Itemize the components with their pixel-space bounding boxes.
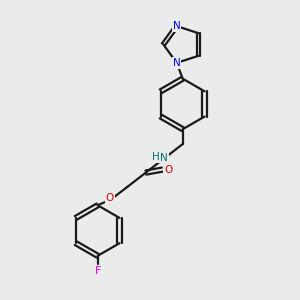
Text: O: O	[164, 165, 172, 175]
Text: N: N	[173, 58, 181, 68]
Text: F: F	[94, 266, 101, 276]
Text: N: N	[173, 21, 181, 31]
Text: H: H	[152, 152, 160, 162]
Text: N: N	[160, 153, 168, 163]
Text: O: O	[106, 193, 114, 203]
